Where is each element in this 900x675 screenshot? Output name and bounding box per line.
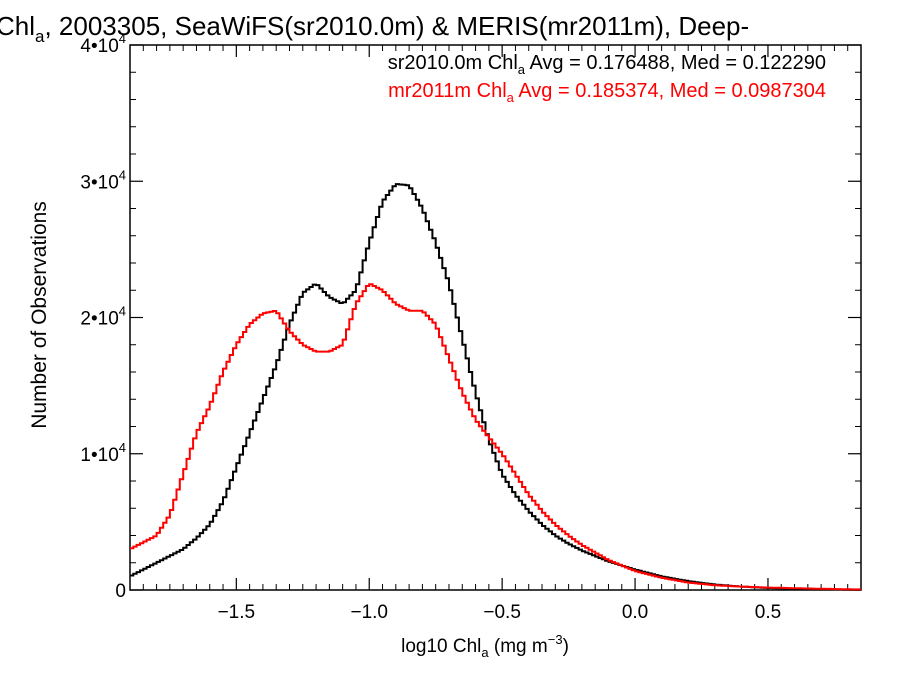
x-axis-label: log10 Chla (mg m−3) xyxy=(401,632,569,660)
legend-entry-2: mr2011m Chla Avg = 0.185374, Med = 0.098… xyxy=(388,80,826,105)
x-tick-label: −1.5 xyxy=(218,602,256,623)
chart-title: Chla, 2003305, SeaWiFS(sr2010.0m) & MERI… xyxy=(0,11,749,46)
x-tick-label: −0.5 xyxy=(483,602,521,623)
series-line xyxy=(130,183,861,591)
x-tick-label: −1.0 xyxy=(350,602,388,623)
y-tick-label: 1•104 xyxy=(80,440,126,466)
y-tick-label: 4•104 xyxy=(80,31,126,57)
series-layer xyxy=(130,183,861,591)
series-2 xyxy=(130,283,861,591)
series-line xyxy=(130,283,861,591)
axes: −1.5 −1.0 −0.5 0.0 0.5 0 1•104 2•104 3•104 4•104 xyxy=(80,31,862,623)
plot-frame xyxy=(129,44,862,591)
y-tick-label: 3•104 xyxy=(80,167,126,193)
legend-entry-1: sr2010.0m Chla Avg = 0.176488, Med = 0.1… xyxy=(388,52,826,77)
series-1 xyxy=(130,183,861,591)
x-tick-label: 0.5 xyxy=(755,602,781,623)
y-axis-label: Number of Observations xyxy=(28,201,51,429)
x-tick-label: 0.0 xyxy=(622,602,648,623)
legend: sr2010.0m Chla Avg = 0.176488, Med = 0.1… xyxy=(388,52,826,105)
y-tick-label: 0 xyxy=(115,581,126,602)
y-tick-label: 2•104 xyxy=(80,304,126,330)
